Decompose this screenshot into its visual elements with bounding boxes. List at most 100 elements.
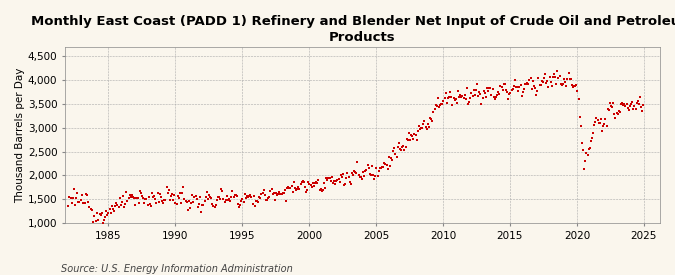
Point [578, 148, 589, 153]
Point [158, 201, 169, 205]
Point [571, 82, 582, 87]
Point [525, 76, 536, 81]
Point [234, 205, 244, 210]
Point [208, 204, 219, 208]
Point [439, 96, 450, 100]
Point [259, 193, 270, 197]
Point [513, 89, 524, 93]
Point [624, 103, 635, 108]
Point [404, 138, 415, 142]
Point [397, 145, 408, 149]
Point [235, 203, 246, 207]
Point [356, 175, 367, 179]
Point [132, 196, 143, 200]
Point [155, 192, 165, 196]
Point [323, 176, 334, 180]
Point [65, 196, 76, 200]
Point [597, 129, 608, 133]
Point [319, 181, 329, 185]
Point [190, 194, 201, 198]
Point [138, 196, 148, 201]
Point [246, 194, 256, 199]
Point [378, 165, 389, 170]
Point [510, 78, 520, 82]
Point [255, 196, 266, 200]
Point [484, 86, 495, 90]
Point [455, 93, 466, 97]
Point [575, 123, 586, 128]
Point [191, 197, 202, 202]
Point [385, 164, 396, 168]
Point [291, 188, 302, 192]
Point [558, 81, 568, 86]
Point [388, 149, 399, 153]
Point [400, 144, 411, 149]
Point [324, 175, 335, 180]
Point [383, 155, 394, 160]
Point [288, 180, 299, 184]
Point [300, 185, 310, 189]
Point [375, 166, 386, 171]
Point [456, 95, 466, 99]
Point [245, 193, 256, 197]
Point [257, 191, 268, 195]
Point [427, 119, 437, 123]
Point [399, 148, 410, 152]
Point [341, 175, 352, 180]
Point [201, 190, 212, 194]
Point [517, 90, 528, 94]
Point [402, 138, 413, 142]
Point [161, 185, 172, 189]
Point [611, 111, 622, 115]
Point [537, 79, 547, 83]
Point [367, 164, 377, 168]
Point [100, 214, 111, 219]
Point [412, 129, 423, 134]
Point [582, 153, 593, 158]
Point [107, 204, 117, 209]
Point [431, 104, 442, 108]
Point [608, 101, 618, 105]
Point [240, 191, 250, 196]
Point [68, 187, 79, 191]
Point [610, 116, 621, 120]
Point [533, 76, 544, 80]
Point [244, 194, 254, 198]
Point [120, 202, 131, 207]
Point [572, 89, 583, 93]
Point [283, 185, 294, 189]
Point [236, 199, 247, 203]
Point [604, 101, 615, 106]
Point [364, 172, 375, 177]
Point [250, 199, 261, 204]
Point [482, 86, 493, 90]
Point [360, 169, 371, 173]
Point [261, 198, 271, 202]
Point [223, 198, 234, 202]
Point [589, 123, 599, 127]
Point [573, 96, 584, 101]
Point [496, 85, 507, 89]
Point [200, 194, 211, 199]
Point [382, 167, 393, 171]
Point [76, 192, 87, 197]
Point [153, 191, 163, 195]
Point [544, 75, 555, 79]
Point [273, 192, 284, 196]
Point [470, 88, 481, 93]
Point [348, 173, 358, 177]
Point [308, 184, 319, 189]
Point [159, 198, 169, 202]
Point [601, 124, 612, 128]
Point [284, 186, 295, 190]
Point [553, 76, 564, 80]
Point [64, 194, 75, 199]
Point [564, 76, 575, 81]
Point [86, 207, 97, 212]
Point [454, 95, 464, 100]
Point [498, 82, 509, 87]
Point [334, 179, 345, 184]
Point [409, 131, 420, 136]
Point [452, 101, 462, 105]
Point [437, 101, 448, 106]
